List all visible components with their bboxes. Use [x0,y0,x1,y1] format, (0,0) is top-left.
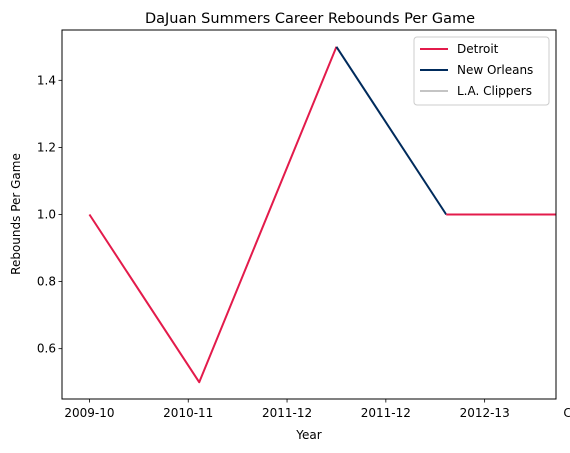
chart-title: DaJuan Summers Career Rebounds Per Game [145,11,475,27]
y-axis-title: Rebounds Per Game [9,153,23,275]
series-lines [88,46,556,384]
plot-frame [61,29,557,400]
y-tick-label: 1.0 [37,208,56,222]
y-tick-label: 1.2 [37,140,56,154]
x-tick-label: 2009-10 [64,406,114,420]
x-tick-label: 2011-12 [262,406,312,420]
legend-label: New Orleans [457,63,533,77]
x-axis: 2009-10 2010-11 2011-12 2011-12 2012-13 Caree… [64,399,570,420]
x-tick-label: 2011-12 [361,406,411,420]
y-axis: 0.6 0.8 1.0 1.2 1.4 [37,73,62,356]
x-tick-label: Career [563,406,570,420]
legend-label: L.A. Clippers [457,84,532,98]
y-tick-label: 0.8 [37,275,56,289]
legend-label: Detroit [457,42,499,56]
y-tick-label: 0.6 [37,342,56,356]
series-line-new-orleans [335,46,448,216]
x-tick-label: 2012-13 [460,406,510,420]
x-axis-title: Year [295,428,321,442]
x-tick-label: 2010-11 [163,406,213,420]
y-tick-label: 1.4 [37,73,56,87]
series-line-detroit [88,46,338,384]
legend: Detroit New Orleans L.A. Clippers [413,36,550,106]
legend-box [413,36,550,106]
